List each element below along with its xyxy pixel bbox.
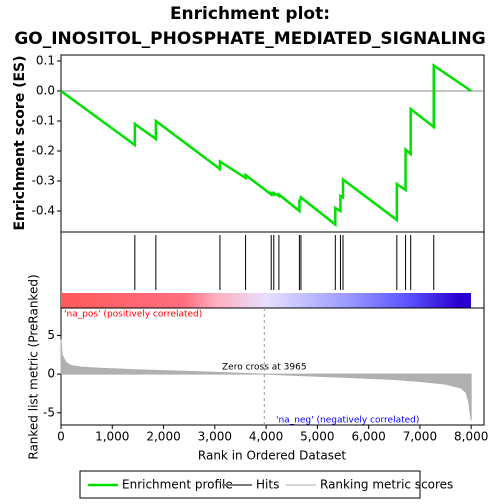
x-tick-label: 8,000 (454, 430, 488, 444)
legend-label: Hits (256, 478, 279, 492)
legend-label: Enrichment profile (122, 478, 233, 492)
annotation: Zero cross at 3965 (222, 363, 307, 373)
annotation: 'na_neg' (negatively correlated) (276, 416, 419, 426)
y-tick-label: 0.1 (36, 54, 55, 68)
chart-title: Enrichment plot: (170, 4, 330, 24)
x-axis-label: Rank in Ordered Dataset (198, 449, 346, 463)
annotation: 'na_pos' (positively correlated) (64, 310, 202, 320)
y-tick-label: -0.2 (32, 144, 55, 158)
x-tick-label: 5,000 (300, 430, 334, 444)
x-tick-label: 0 (57, 430, 65, 444)
y-axis-label: Enrichment score (ES) (12, 55, 28, 230)
y-tick-label: -5 (43, 405, 55, 419)
x-tick-label: 1,000 (95, 430, 129, 444)
y-axis-label: Ranked list metric (PreRanked) (27, 274, 41, 459)
x-tick-label: 2,000 (146, 430, 180, 444)
x-tick-label: 6,000 (351, 430, 385, 444)
legend-label: Ranking metric scores (320, 478, 453, 492)
chart-subtitle: GO_INOSITOL_PHOSPHATE_MEDIATED_SIGNALING (14, 29, 485, 49)
x-tick-label: 7,000 (403, 430, 437, 444)
y-tick-label: -0.3 (32, 174, 55, 188)
metric-area (60, 339, 472, 421)
y-tick-label: -0.1 (32, 114, 55, 128)
x-tick-label: 3,000 (198, 430, 232, 444)
enrichment-line (60, 63, 472, 228)
metric-panel (60, 307, 485, 426)
x-tick-label: 4,000 (249, 430, 283, 444)
rank-color-bar (61, 293, 471, 308)
y-tick-label: 5 (47, 328, 55, 342)
y-tick-label: -0.4 (32, 204, 55, 218)
y-tick-label: 0 (47, 367, 55, 381)
es-panel (60, 54, 485, 233)
y-tick-label: 0.0 (36, 84, 55, 98)
